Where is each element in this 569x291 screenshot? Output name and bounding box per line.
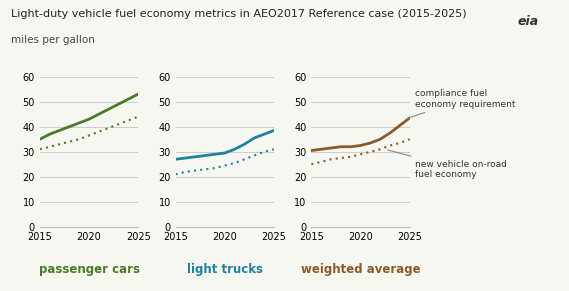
Text: eia: eia [518,15,539,28]
Text: new vehicle on-road
fuel economy: new vehicle on-road fuel economy [387,150,506,179]
Text: passenger cars: passenger cars [39,263,139,276]
Text: weighted average: weighted average [300,263,420,276]
Text: miles per gallon: miles per gallon [11,35,95,45]
Text: light trucks: light trucks [187,263,263,276]
Text: Light-duty vehicle fuel economy metrics in AEO2017 Reference case (2015-2025): Light-duty vehicle fuel economy metrics … [11,9,467,19]
Text: compliance fuel
economy requirement: compliance fuel economy requirement [407,89,515,118]
